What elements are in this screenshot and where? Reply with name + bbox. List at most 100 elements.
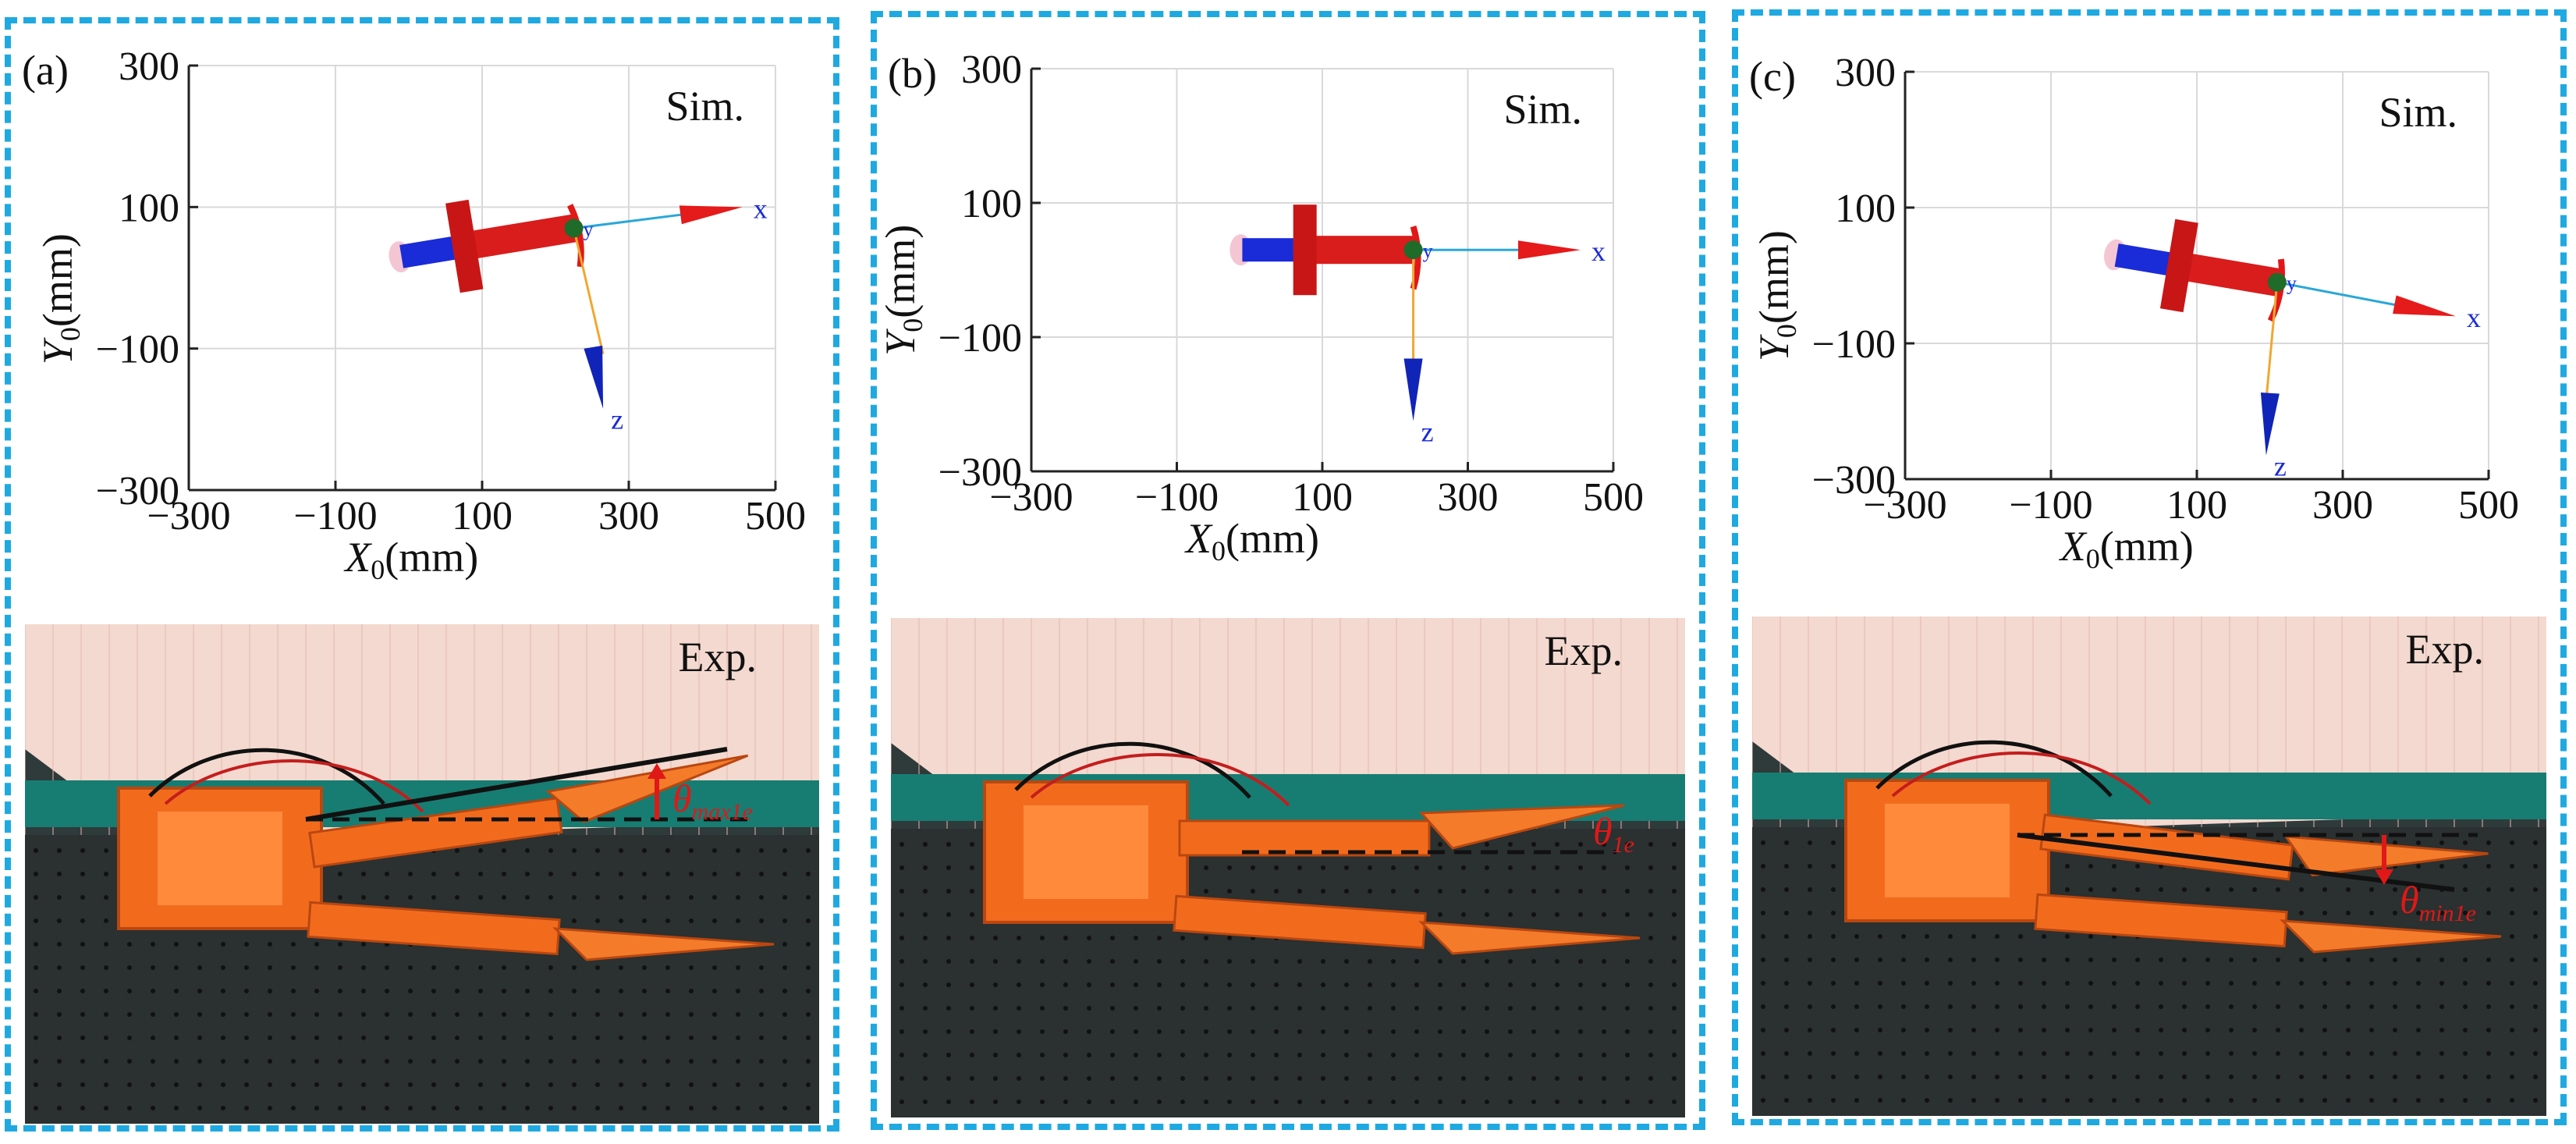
breadboard-hole [174, 965, 179, 970]
breadboard-hole [712, 989, 717, 993]
breadboard-hole [1368, 865, 1372, 870]
breadboard-hole [946, 842, 951, 847]
breadboard-hole [1784, 1004, 1789, 1009]
breadboard-hole [221, 965, 225, 970]
breadboard-hole [2065, 887, 2070, 892]
breadboard-hole [2229, 1075, 2234, 1079]
breadboard-hole [151, 965, 155, 970]
angle-label: θmin1e [2400, 878, 2476, 926]
breadboard-hole [2439, 1075, 2444, 1079]
breadboard-hole [782, 918, 787, 923]
breadboard-hole [455, 1082, 459, 1087]
breadboard-hole [1808, 911, 1812, 915]
breadboard-hole [642, 989, 647, 993]
breadboard-hole [1251, 865, 1255, 870]
breadboard-hole [2486, 1075, 2491, 1079]
breadboard-hole [595, 965, 600, 970]
breadboard-hole [2088, 1098, 2093, 1103]
breadboard-hole [619, 872, 623, 876]
breadboard-hole [899, 912, 904, 917]
breadboard-hole [619, 1036, 623, 1040]
breadboard-hole [548, 1012, 553, 1017]
breadboard-hole [1625, 1006, 1630, 1011]
breadboard-hole [104, 942, 108, 947]
y-tick-label: −100 [96, 328, 179, 372]
breadboard-hole [946, 1029, 951, 1034]
breadboard-hole [1414, 1053, 1419, 1057]
breadboard-hole [806, 1106, 811, 1110]
breadboard-hole [1017, 1029, 1021, 1034]
breadboard-hole [1157, 982, 1162, 987]
breadboard-hole [244, 1059, 249, 1064]
breadboard-hole [80, 1082, 85, 1087]
breadboard-hole [665, 872, 670, 876]
breadboard-hole [34, 1036, 38, 1040]
breadboard-hole [104, 872, 108, 876]
breadboard-hole [2205, 1004, 2210, 1009]
breadboard-hole [595, 848, 600, 853]
breadboard-hole [1878, 1098, 1882, 1103]
breadboard-hole [1578, 889, 1583, 894]
breadboard-hole [2135, 1098, 2140, 1103]
breadboard-hole [2229, 957, 2234, 962]
breadboard-hole [2159, 1051, 2163, 1056]
breadboard-hole [1321, 889, 1325, 894]
breadboard-hole [34, 1106, 38, 1110]
breadboard-hole [1110, 1006, 1115, 1011]
breadboard-hole [2510, 1028, 2514, 1032]
breadboard-hole [2042, 1098, 2046, 1103]
breadboard-hole [1391, 889, 1396, 894]
breadboard-hole [2252, 1004, 2257, 1009]
breadboard-hole [104, 965, 108, 970]
breadboard-hole [2065, 981, 2070, 986]
breadboard-hole [291, 965, 296, 970]
breadboard-hole [736, 1082, 740, 1087]
breadboard-hole [80, 872, 85, 876]
breadboard-hole [408, 965, 413, 970]
breadboard-hole [1227, 1006, 1232, 1011]
breadboard-hole [57, 895, 62, 900]
frame-z-label: z [611, 404, 623, 435]
breadboard-hole [736, 895, 740, 900]
sim-plot-c: −300 −100 100 300 500300100−100−300X0(mm)Y0(… [1749, 51, 2519, 574]
breadboard-hole [268, 942, 272, 947]
breadboard-hole [1461, 1053, 1466, 1057]
breadboard-hole [314, 965, 319, 970]
breadboard-hole [946, 936, 951, 940]
breadboard-hole [2322, 1098, 2327, 1103]
breadboard-hole [2486, 887, 2491, 892]
breadboard-hole [1438, 865, 1442, 870]
breadboard-hole [806, 942, 811, 947]
breadboard-hole [1761, 957, 1765, 962]
breadboard-hole [385, 989, 389, 993]
breadboard-hole [1648, 865, 1653, 870]
breadboard-hole [642, 965, 647, 970]
breadboard-hole [80, 989, 85, 993]
breadboard-hole [2439, 1004, 2444, 1009]
breadboard-hole [1110, 1100, 1115, 1104]
breadboard-hole [268, 965, 272, 970]
breadboard-hole [127, 1106, 132, 1110]
breadboard-hole [1602, 889, 1606, 894]
breadboard-hole [2463, 957, 2468, 962]
breadboard-hole [946, 912, 951, 917]
breadboard-hole [899, 1053, 904, 1057]
breadboard-hole [361, 1012, 366, 1017]
breadboard-hole [572, 1059, 577, 1064]
breadboard-hole [1578, 1029, 1583, 1034]
breadboard-hole [595, 1012, 600, 1017]
breadboard-hole [1971, 1098, 1976, 1103]
frame-z-axis-line [2265, 282, 2279, 401]
breadboard-hole [1854, 1098, 1859, 1103]
breadboard-hole [1531, 1029, 1536, 1034]
breadboard-hole [431, 989, 436, 993]
breadboard-hole [595, 1106, 600, 1110]
breadboard-hole [2510, 981, 2514, 986]
breadboard-hole [993, 1076, 998, 1081]
breadboard-hole [899, 865, 904, 870]
breadboard-hole [1602, 959, 1606, 964]
breadboard-hole [1485, 1029, 1489, 1034]
breadboard-hole [1648, 912, 1653, 917]
breadboard-hole [2276, 887, 2280, 892]
breadboard-hole [1204, 1006, 1208, 1011]
